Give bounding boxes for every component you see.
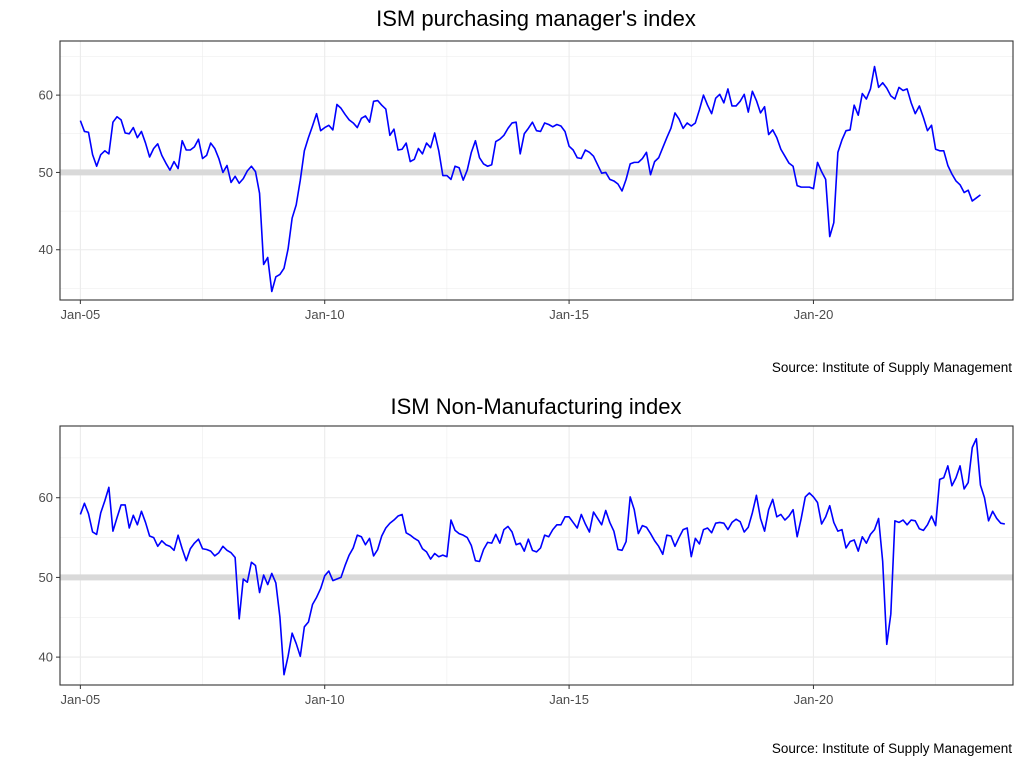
x-tick-label: Jan-20 xyxy=(794,307,834,322)
chart-title: ISM Non-Manufacturing index xyxy=(390,394,681,419)
x-tick-label: Jan-20 xyxy=(794,692,834,707)
chart-caption: Source: Institute of Supply Management xyxy=(772,360,1012,375)
x-tick-label: Jan-10 xyxy=(305,307,345,322)
y-tick-label: 60 xyxy=(39,490,53,505)
nmi-chart-panel: ISM Non-Manufacturing index 40 50 60 Jan-05… xyxy=(0,384,1024,768)
chart-title: ISM purchasing manager's index xyxy=(376,6,696,31)
x-tick-label: Jan-15 xyxy=(549,692,589,707)
plot-area: 40 50 60 Jan-05 Jan-10 Jan-15 Jan-20 xyxy=(39,40,1014,322)
y-tick-label: 60 xyxy=(39,88,53,103)
x-tick-label: Jan-05 xyxy=(60,307,100,322)
y-tick-label: 50 xyxy=(39,165,53,180)
plot-area: 40 50 60 Jan-05 Jan-10 Jan-15 Jan-20 xyxy=(39,425,1014,707)
x-tick-label: Jan-05 xyxy=(60,692,100,707)
x-tick-label: Jan-10 xyxy=(305,692,345,707)
y-tick-label: 50 xyxy=(39,570,53,585)
pmi-chart: ISM purchasing manager's index 40 50 60 Jan… xyxy=(39,6,1014,375)
y-tick-label: 40 xyxy=(39,650,53,665)
nmi-chart: ISM Non-Manufacturing index 40 50 60 Jan-05… xyxy=(39,394,1014,756)
panel-border xyxy=(59,40,1014,301)
series-line xyxy=(79,65,981,293)
x-tick-label: Jan-15 xyxy=(549,307,589,322)
pmi-chart-panel: ISM purchasing manager's index 40 50 60 Jan… xyxy=(39,6,1014,375)
panel-border xyxy=(59,425,1014,686)
series-line xyxy=(79,437,1006,676)
y-tick-label: 40 xyxy=(39,242,53,257)
chart-caption: Source: Institute of Supply Management xyxy=(772,741,1012,756)
